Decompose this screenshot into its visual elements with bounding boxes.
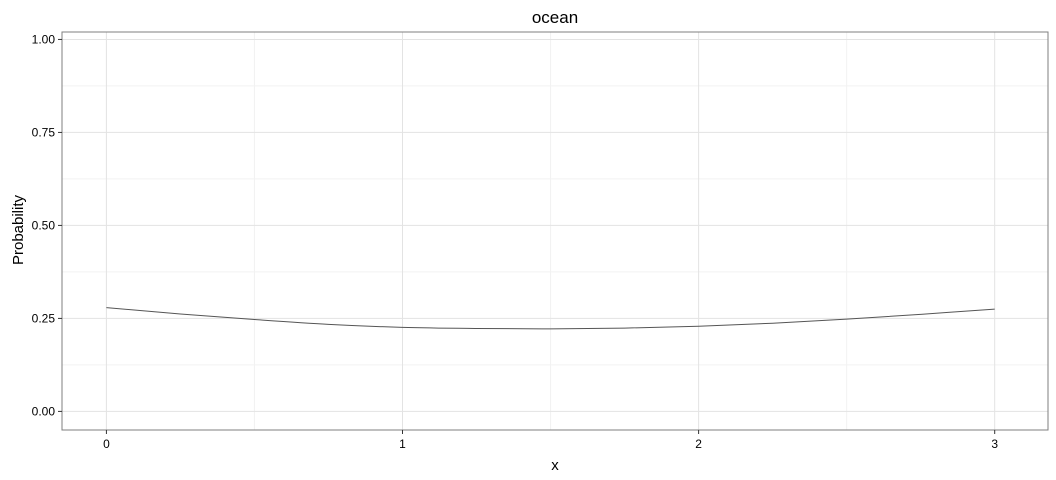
y-tick-label: 0.75 bbox=[32, 125, 56, 139]
y-tick-label: 0.25 bbox=[32, 311, 56, 325]
y-tick-label: 0.50 bbox=[32, 218, 56, 232]
plot-panel-border bbox=[61, 31, 1049, 431]
y-axis-title: Probability bbox=[10, 194, 27, 265]
series-lines bbox=[106, 307, 995, 330]
series-line bbox=[106, 307, 995, 330]
x-tick-label: 0 bbox=[103, 437, 110, 451]
y-tick-label: 1.00 bbox=[32, 32, 56, 46]
grid bbox=[62, 32, 1048, 430]
x-axis-title: x bbox=[551, 457, 559, 474]
axis-ticks: 0 1 2 3 0.00 0.25 0.50 0.75 1.00 bbox=[32, 32, 999, 451]
y-tick-label: 0.00 bbox=[32, 404, 56, 418]
x-tick-label: 2 bbox=[695, 437, 702, 451]
chart-title: ocean bbox=[532, 8, 578, 27]
x-tick-label: 1 bbox=[399, 437, 406, 451]
x-tick-label: 3 bbox=[991, 437, 998, 451]
